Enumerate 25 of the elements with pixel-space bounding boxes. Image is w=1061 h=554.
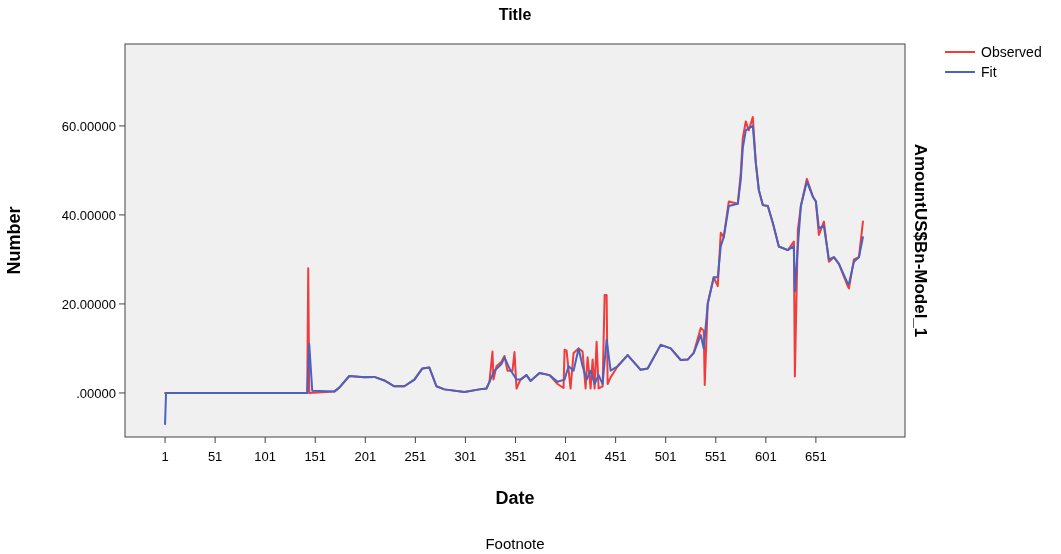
y-tick-label: .00000 xyxy=(76,385,116,401)
y-tick-label: 20.00000 xyxy=(61,296,116,312)
x-tick-label: 451 xyxy=(604,449,627,464)
y2-axis-title: AmountUS$Bn-Model_1 xyxy=(911,143,930,338)
x-tick-label: 501 xyxy=(654,449,677,464)
x-tick-label: 201 xyxy=(354,449,377,464)
x-tick-label: 401 xyxy=(554,449,577,464)
x-tick-label: 151 xyxy=(304,449,327,464)
legend-label: Observed xyxy=(981,44,1042,60)
x-tick-label: 651 xyxy=(805,449,827,464)
x-axis-title: Date xyxy=(495,488,535,508)
x-tick-label: 251 xyxy=(404,449,427,464)
y-axis-title: Number xyxy=(4,206,24,275)
y-tick-label: 60.00000 xyxy=(61,118,116,134)
x-tick-label: 51 xyxy=(207,449,223,464)
x-tick-label: 601 xyxy=(754,449,777,464)
x-tick-label: 101 xyxy=(254,449,277,464)
chart-title: Title xyxy=(498,6,532,23)
legend-label: Fit xyxy=(981,64,997,80)
y-tick-label: 40.00000 xyxy=(61,207,116,223)
x-tick-label: 1 xyxy=(161,449,169,464)
text: Footnote xyxy=(485,535,545,552)
x-tick-label: 351 xyxy=(504,449,527,464)
x-tick-label: 301 xyxy=(454,449,477,464)
x-tick-label: 551 xyxy=(704,449,727,464)
